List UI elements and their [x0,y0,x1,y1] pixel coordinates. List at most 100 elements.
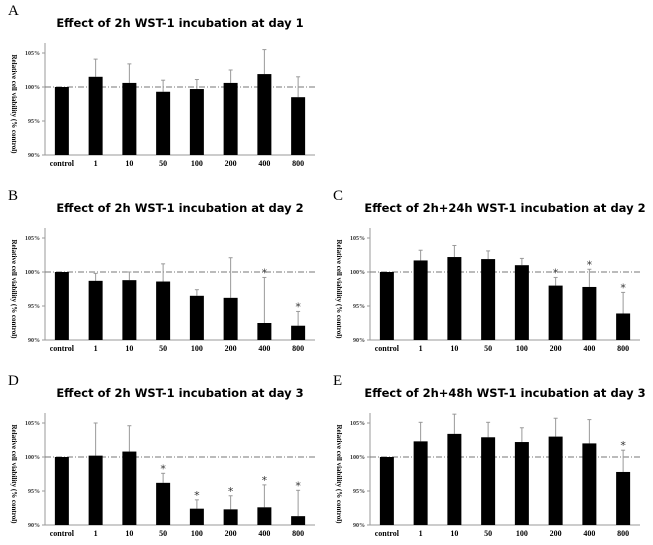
bar-200 [548,285,563,340]
panel-letter: A [8,3,19,19]
significance-star: * [587,258,593,271]
x-tick-label: 400 [583,529,595,538]
y-tick-label: 105% [25,51,40,57]
significance-star: * [620,281,626,294]
x-tick-label: 50 [484,529,492,538]
x-tick-label: 100 [191,529,203,538]
bar-400 [257,74,272,155]
bar-800 [616,471,631,525]
chart-c: C Effect of 2h+24h WST-1 incubation at da… [333,188,646,353]
x-tick-label: 400 [258,344,270,353]
bar-control [54,87,69,155]
panel-letter: D [8,373,19,389]
bar-control [379,272,394,340]
significance-star: * [620,439,626,452]
y-tick-label: 90% [28,338,40,344]
bar-100 [514,265,529,340]
y-axis-label: Relative cell viability (% control) [335,239,343,339]
chart-title: Effect of 2h WST-1 incubation at day 3 [56,386,303,400]
bar-200 [548,436,563,525]
significance-star: * [262,474,268,487]
bar-10 [447,433,462,525]
x-tick-label: 1 [419,529,423,538]
x-tick-label: 800 [292,344,304,353]
bar-control [54,272,69,340]
y-tick-label: 95% [28,489,40,495]
panel-d: D Effect of 2h WST-1 incubation at day 3 R… [0,370,330,545]
bar-control [54,457,69,525]
panel-c: C Effect of 2h+24h WST-1 incubation at da… [325,185,653,360]
bar-100 [189,89,204,155]
x-tick-label: 200 [550,529,562,538]
y-tick-label: 100% [350,270,365,276]
x-tick-label: control [50,529,75,538]
significance-star: * [295,300,301,313]
bar-50 [156,281,171,340]
y-tick-label: 95% [353,304,365,310]
bar-100 [189,508,204,525]
chart-d: D Effect of 2h WST-1 incubation at day 3 R… [8,373,315,538]
y-tick-label: 95% [353,489,365,495]
bar-800 [616,313,631,340]
x-tick-label: 400 [258,159,270,168]
y-tick-label: 100% [350,455,365,461]
significance-star: * [553,266,559,279]
panel-letter: E [333,373,342,389]
significance-star: * [160,462,166,475]
x-tick-label: 100 [191,159,203,168]
y-tick-label: 105% [350,236,365,242]
chart-e: E Effect of 2h+48h WST-1 incubation at da… [333,373,646,538]
chart-a: A Effect of 2h WST-1 incubation at day 1 R… [8,3,315,168]
y-tick-label: 90% [353,523,365,529]
panel-a: A Effect of 2h WST-1 incubation at day 1 R… [0,0,330,175]
significance-star: * [194,489,200,502]
bar-10 [122,451,137,525]
chart-title: Effect of 2h+48h WST-1 incubation at day… [364,386,645,400]
x-tick-label: 1 [419,344,423,353]
bar-200 [223,509,238,525]
x-tick-label: 10 [450,529,458,538]
significance-star: * [262,266,268,279]
y-tick-label: 95% [28,304,40,310]
bar-1 [88,76,103,155]
bar-800 [291,516,306,525]
bar-400 [582,286,597,340]
y-tick-label: 95% [28,119,40,125]
x-tick-label: 800 [617,344,629,353]
x-tick-label: 50 [159,344,167,353]
chart-title: Effect of 2h+24h WST-1 incubation at day… [364,201,645,215]
y-tick-label: 100% [25,270,40,276]
bar-10 [122,82,137,155]
x-tick-label: 50 [484,344,492,353]
x-tick-label: 400 [258,529,270,538]
x-tick-label: 800 [292,529,304,538]
chart-title: Effect of 2h WST-1 incubation at day 1 [56,16,303,30]
y-tick-label: 90% [28,153,40,159]
bar-800 [291,97,306,155]
x-tick-label: 100 [516,344,528,353]
x-tick-label: control [50,159,75,168]
bar-800 [291,325,306,340]
x-tick-label: 50 [159,159,167,168]
x-tick-label: control [375,529,400,538]
y-axis-label: Relative cell viability (% control) [10,239,18,339]
x-tick-label: control [50,344,75,353]
x-tick-label: 100 [191,344,203,353]
bar-1 [88,455,103,525]
bar-10 [122,280,137,340]
bar-control [379,457,394,525]
y-tick-label: 105% [25,421,40,427]
bar-100 [514,442,529,525]
panel-letter: B [8,188,18,204]
panel-b: B Effect of 2h WST-1 incubation at day 2 R… [0,185,330,360]
panel-e: E Effect of 2h+48h WST-1 incubation at da… [325,370,653,545]
bar-50 [156,91,171,155]
panel-letter: C [333,188,343,204]
bar-50 [481,437,496,525]
significance-star: * [295,479,301,492]
bar-100 [189,295,204,340]
x-tick-label: 200 [225,344,237,353]
y-axis-label: Relative cell viability (% control) [335,424,343,524]
bar-400 [257,323,272,340]
bar-10 [447,257,462,340]
